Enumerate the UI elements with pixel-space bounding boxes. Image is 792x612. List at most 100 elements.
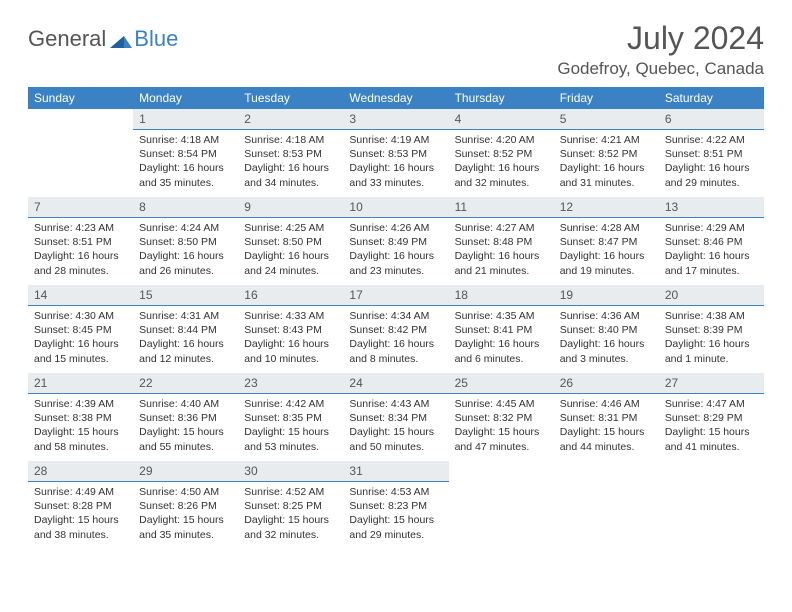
calendar-cell: 3Sunrise: 4:19 AMSunset: 8:53 PMDaylight… — [343, 109, 448, 197]
location: Godefroy, Quebec, Canada — [557, 59, 764, 79]
day-number: 7 — [28, 197, 133, 218]
day-data: Sunrise: 4:19 AMSunset: 8:53 PMDaylight:… — [343, 130, 448, 196]
day-data: Sunrise: 4:45 AMSunset: 8:32 PMDaylight:… — [449, 394, 554, 460]
calendar-cell: 30Sunrise: 4:52 AMSunset: 8:25 PMDayligh… — [238, 461, 343, 549]
calendar-row: 21Sunrise: 4:39 AMSunset: 8:38 PMDayligh… — [28, 373, 764, 461]
day-data: Sunrise: 4:52 AMSunset: 8:25 PMDaylight:… — [238, 482, 343, 548]
calendar-cell: 27Sunrise: 4:47 AMSunset: 8:29 PMDayligh… — [659, 373, 764, 461]
weekday-header: Friday — [554, 87, 659, 109]
day-number: 28 — [28, 461, 133, 482]
calendar-cell: 24Sunrise: 4:43 AMSunset: 8:34 PMDayligh… — [343, 373, 448, 461]
day-data: Sunrise: 4:46 AMSunset: 8:31 PMDaylight:… — [554, 394, 659, 460]
day-number: 22 — [133, 373, 238, 394]
day-number: 19 — [554, 285, 659, 306]
calendar-cell: 25Sunrise: 4:45 AMSunset: 8:32 PMDayligh… — [449, 373, 554, 461]
day-number: 16 — [238, 285, 343, 306]
calendar-cell — [449, 461, 554, 549]
day-data: Sunrise: 4:27 AMSunset: 8:48 PMDaylight:… — [449, 218, 554, 284]
day-number: 29 — [133, 461, 238, 482]
calendar-cell: 13Sunrise: 4:29 AMSunset: 8:46 PMDayligh… — [659, 197, 764, 285]
calendar-cell: 15Sunrise: 4:31 AMSunset: 8:44 PMDayligh… — [133, 285, 238, 373]
calendar-body: 1Sunrise: 4:18 AMSunset: 8:54 PMDaylight… — [28, 109, 764, 549]
day-number: 6 — [659, 109, 764, 130]
calendar-cell: 7Sunrise: 4:23 AMSunset: 8:51 PMDaylight… — [28, 197, 133, 285]
day-number: 27 — [659, 373, 764, 394]
day-number: 1 — [133, 109, 238, 130]
day-number: 31 — [343, 461, 448, 482]
calendar-cell: 12Sunrise: 4:28 AMSunset: 8:47 PMDayligh… — [554, 197, 659, 285]
day-number: 17 — [343, 285, 448, 306]
month-title: July 2024 — [557, 20, 764, 57]
day-data: Sunrise: 4:30 AMSunset: 8:45 PMDaylight:… — [28, 306, 133, 372]
day-data: Sunrise: 4:53 AMSunset: 8:23 PMDaylight:… — [343, 482, 448, 548]
calendar-cell: 20Sunrise: 4:38 AMSunset: 8:39 PMDayligh… — [659, 285, 764, 373]
day-data: Sunrise: 4:36 AMSunset: 8:40 PMDaylight:… — [554, 306, 659, 372]
day-data: Sunrise: 4:20 AMSunset: 8:52 PMDaylight:… — [449, 130, 554, 196]
title-block: July 2024 Godefroy, Quebec, Canada — [557, 20, 764, 79]
calendar-cell: 11Sunrise: 4:27 AMSunset: 8:48 PMDayligh… — [449, 197, 554, 285]
day-number: 30 — [238, 461, 343, 482]
day-data: Sunrise: 4:38 AMSunset: 8:39 PMDaylight:… — [659, 306, 764, 372]
day-data: Sunrise: 4:25 AMSunset: 8:50 PMDaylight:… — [238, 218, 343, 284]
calendar-cell: 16Sunrise: 4:33 AMSunset: 8:43 PMDayligh… — [238, 285, 343, 373]
day-data: Sunrise: 4:43 AMSunset: 8:34 PMDaylight:… — [343, 394, 448, 460]
calendar-cell: 19Sunrise: 4:36 AMSunset: 8:40 PMDayligh… — [554, 285, 659, 373]
day-data: Sunrise: 4:23 AMSunset: 8:51 PMDaylight:… — [28, 218, 133, 284]
calendar-cell: 18Sunrise: 4:35 AMSunset: 8:41 PMDayligh… — [449, 285, 554, 373]
day-number: 4 — [449, 109, 554, 130]
day-number: 23 — [238, 373, 343, 394]
calendar-cell — [28, 109, 133, 197]
day-number: 11 — [449, 197, 554, 218]
calendar-cell: 21Sunrise: 4:39 AMSunset: 8:38 PMDayligh… — [28, 373, 133, 461]
day-number: 20 — [659, 285, 764, 306]
day-number: 5 — [554, 109, 659, 130]
day-data: Sunrise: 4:34 AMSunset: 8:42 PMDaylight:… — [343, 306, 448, 372]
day-number: 8 — [133, 197, 238, 218]
day-data: Sunrise: 4:26 AMSunset: 8:49 PMDaylight:… — [343, 218, 448, 284]
day-data: Sunrise: 4:22 AMSunset: 8:51 PMDaylight:… — [659, 130, 764, 196]
calendar-cell: 5Sunrise: 4:21 AMSunset: 8:52 PMDaylight… — [554, 109, 659, 197]
day-number: 14 — [28, 285, 133, 306]
calendar-cell: 14Sunrise: 4:30 AMSunset: 8:45 PMDayligh… — [28, 285, 133, 373]
day-data: Sunrise: 4:35 AMSunset: 8:41 PMDaylight:… — [449, 306, 554, 372]
calendar-cell: 23Sunrise: 4:42 AMSunset: 8:35 PMDayligh… — [238, 373, 343, 461]
calendar-cell: 2Sunrise: 4:18 AMSunset: 8:53 PMDaylight… — [238, 109, 343, 197]
day-number: 15 — [133, 285, 238, 306]
calendar-cell: 28Sunrise: 4:49 AMSunset: 8:28 PMDayligh… — [28, 461, 133, 549]
logo-text-blue: Blue — [134, 26, 178, 52]
weekday-header-row: SundayMondayTuesdayWednesdayThursdayFrid… — [28, 87, 764, 109]
calendar-row: 1Sunrise: 4:18 AMSunset: 8:54 PMDaylight… — [28, 109, 764, 197]
day-data: Sunrise: 4:29 AMSunset: 8:46 PMDaylight:… — [659, 218, 764, 284]
day-number: 24 — [343, 373, 448, 394]
day-number: 10 — [343, 197, 448, 218]
calendar-cell — [659, 461, 764, 549]
day-data: Sunrise: 4:24 AMSunset: 8:50 PMDaylight:… — [133, 218, 238, 284]
calendar-row: 14Sunrise: 4:30 AMSunset: 8:45 PMDayligh… — [28, 285, 764, 373]
logo: General Blue — [28, 20, 178, 52]
day-data: Sunrise: 4:49 AMSunset: 8:28 PMDaylight:… — [28, 482, 133, 548]
calendar-cell — [554, 461, 659, 549]
day-data: Sunrise: 4:18 AMSunset: 8:54 PMDaylight:… — [133, 130, 238, 196]
calendar-cell: 1Sunrise: 4:18 AMSunset: 8:54 PMDaylight… — [133, 109, 238, 197]
weekday-header: Sunday — [28, 87, 133, 109]
weekday-header: Wednesday — [343, 87, 448, 109]
day-number: 21 — [28, 373, 133, 394]
day-data: Sunrise: 4:33 AMSunset: 8:43 PMDaylight:… — [238, 306, 343, 372]
calendar-cell: 31Sunrise: 4:53 AMSunset: 8:23 PMDayligh… — [343, 461, 448, 549]
calendar-cell: 6Sunrise: 4:22 AMSunset: 8:51 PMDaylight… — [659, 109, 764, 197]
calendar-cell: 4Sunrise: 4:20 AMSunset: 8:52 PMDaylight… — [449, 109, 554, 197]
calendar-cell: 10Sunrise: 4:26 AMSunset: 8:49 PMDayligh… — [343, 197, 448, 285]
calendar-cell: 17Sunrise: 4:34 AMSunset: 8:42 PMDayligh… — [343, 285, 448, 373]
day-number: 13 — [659, 197, 764, 218]
weekday-header: Tuesday — [238, 87, 343, 109]
day-data: Sunrise: 4:39 AMSunset: 8:38 PMDaylight:… — [28, 394, 133, 460]
calendar-cell: 8Sunrise: 4:24 AMSunset: 8:50 PMDaylight… — [133, 197, 238, 285]
logo-text-general: General — [28, 26, 106, 52]
day-data: Sunrise: 4:18 AMSunset: 8:53 PMDaylight:… — [238, 130, 343, 196]
day-number: 2 — [238, 109, 343, 130]
calendar-cell: 22Sunrise: 4:40 AMSunset: 8:36 PMDayligh… — [133, 373, 238, 461]
calendar-row: 28Sunrise: 4:49 AMSunset: 8:28 PMDayligh… — [28, 461, 764, 549]
calendar-row: 7Sunrise: 4:23 AMSunset: 8:51 PMDaylight… — [28, 197, 764, 285]
day-number: 9 — [238, 197, 343, 218]
day-data: Sunrise: 4:31 AMSunset: 8:44 PMDaylight:… — [133, 306, 238, 372]
